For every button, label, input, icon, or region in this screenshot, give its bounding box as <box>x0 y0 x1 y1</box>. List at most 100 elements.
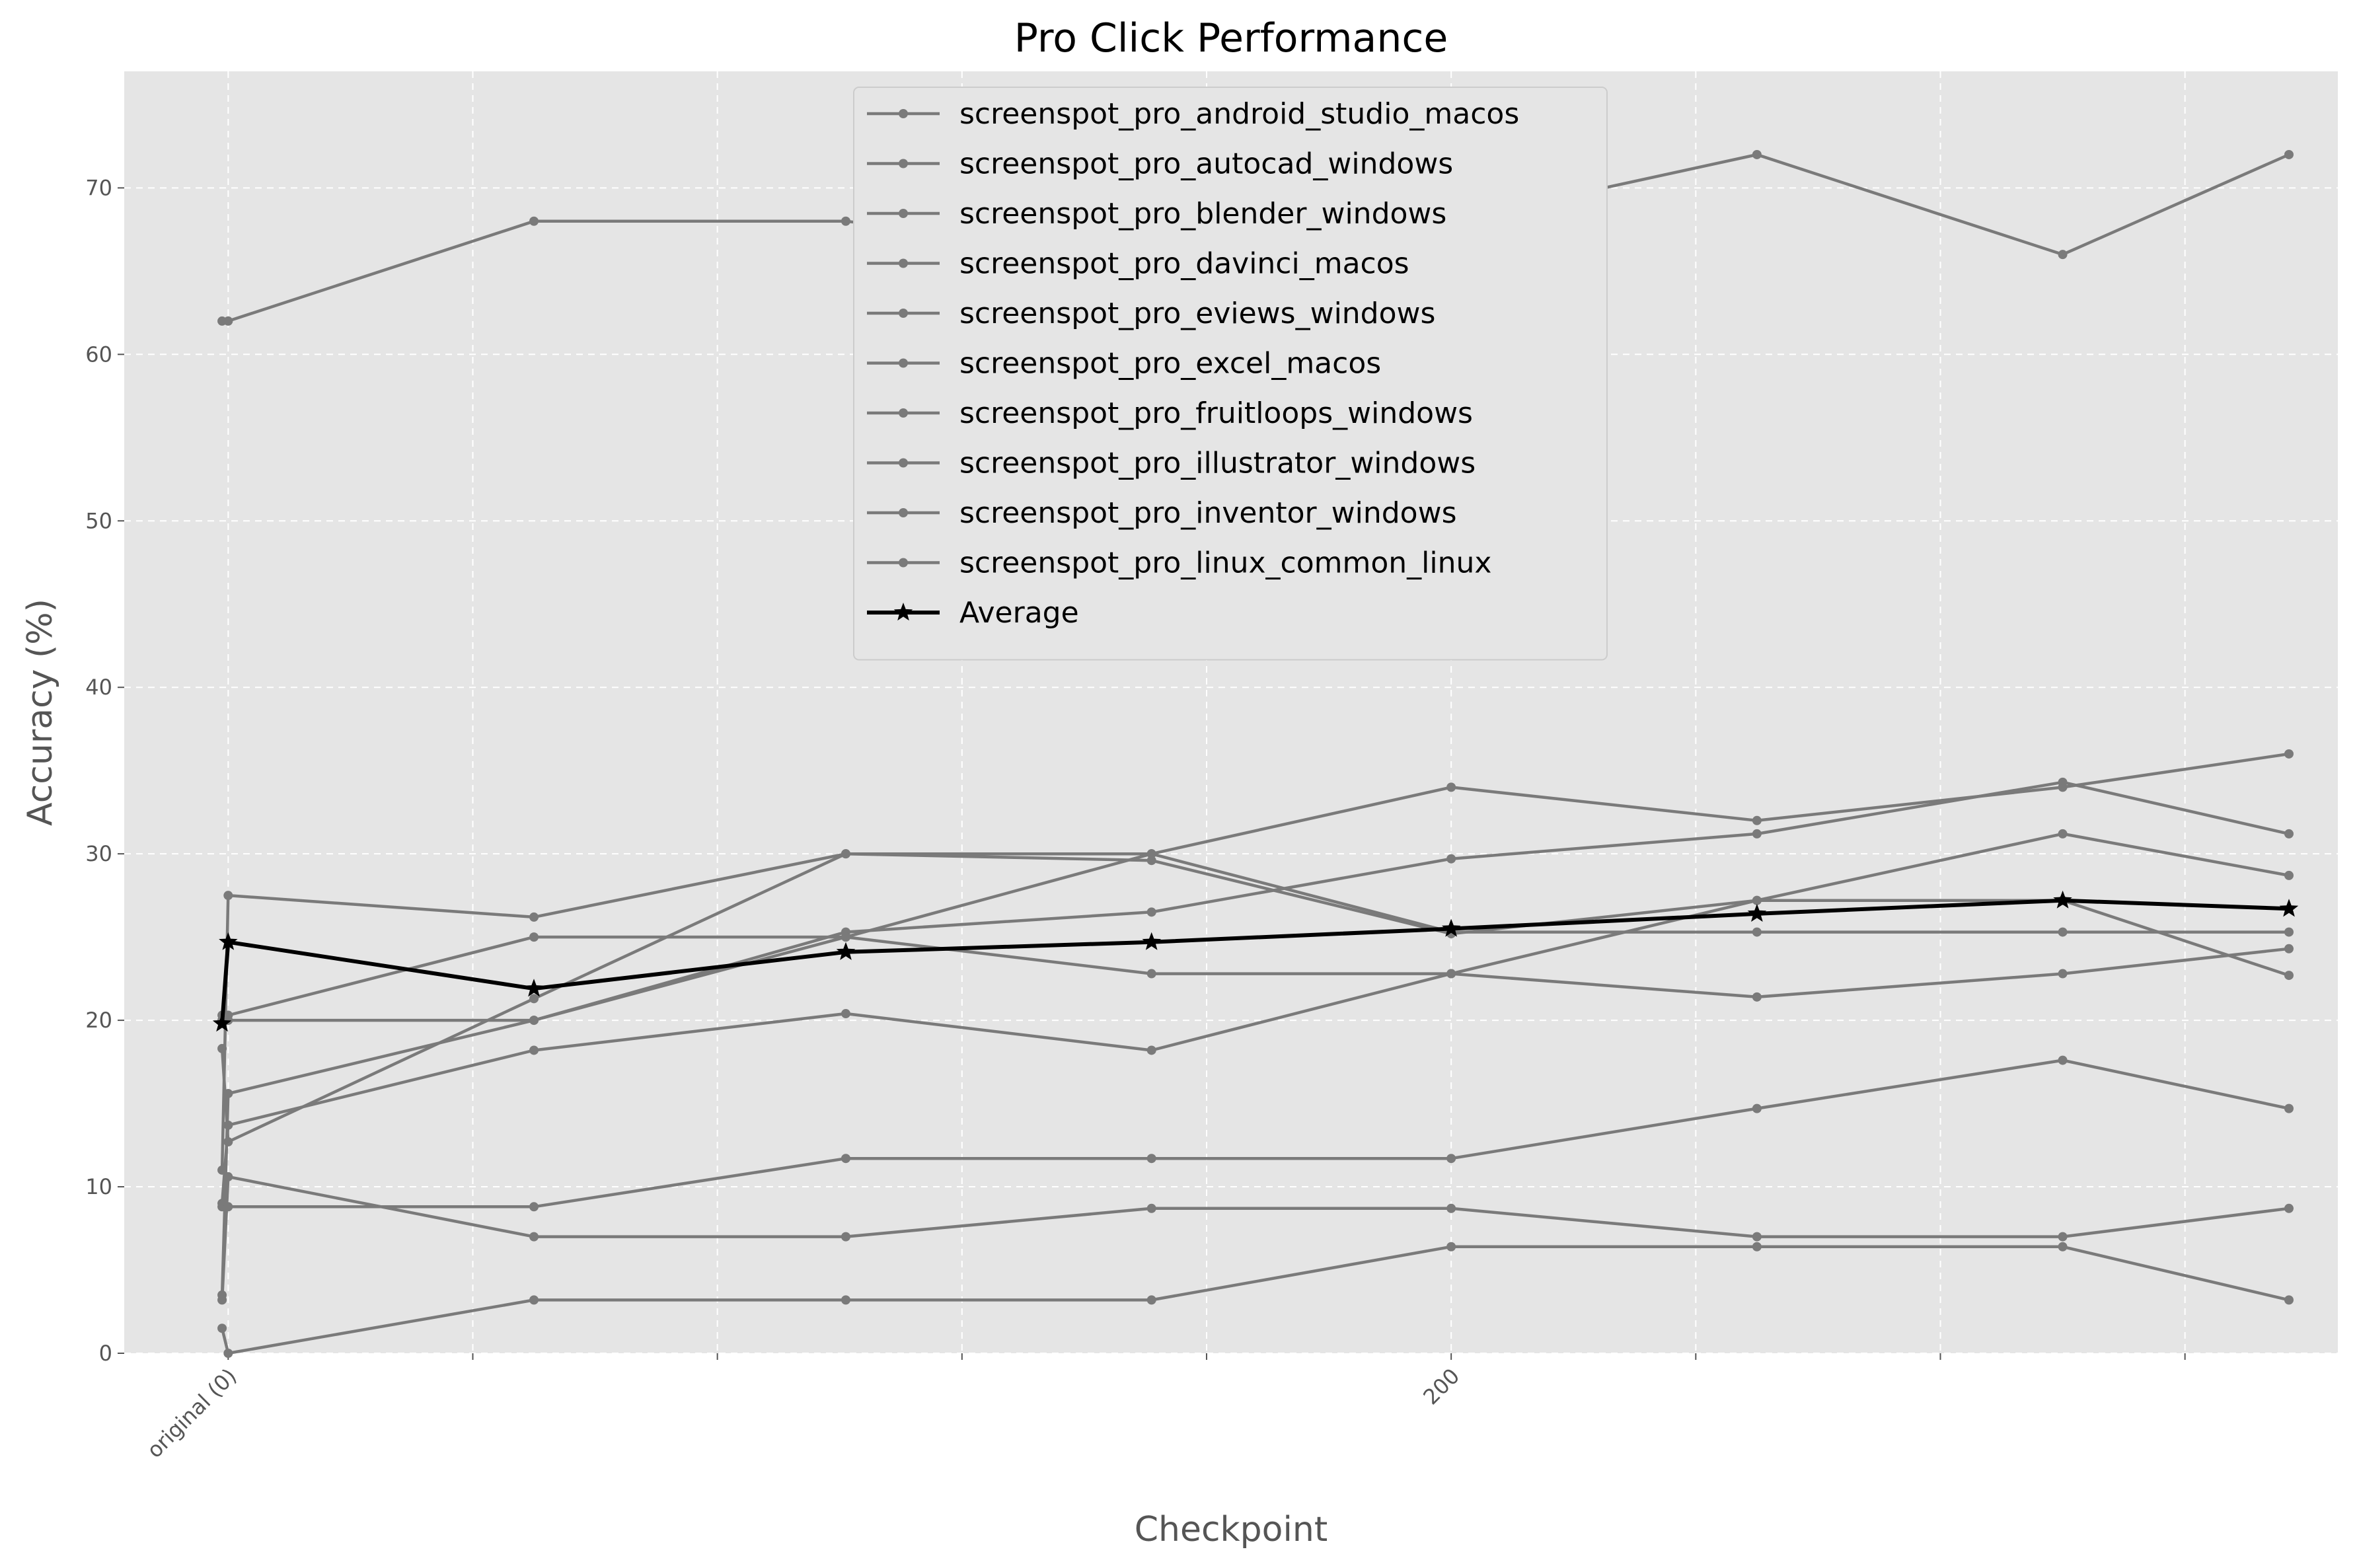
legend-item: screenspot_pro_fruitloops_windows <box>867 396 1473 430</box>
legend-marker <box>899 358 908 368</box>
data-point <box>529 216 539 226</box>
series-average <box>212 890 2299 1032</box>
data-point <box>2058 829 2068 839</box>
data-point <box>1752 1232 1762 1242</box>
data-point <box>1446 1154 1456 1164</box>
legend-item: screenspot_pro_excel_macos <box>867 347 1381 381</box>
data-point <box>2284 927 2294 937</box>
legend-marker <box>899 458 908 468</box>
data-point <box>1446 969 1456 979</box>
data-point <box>2284 749 2294 759</box>
data-point <box>1146 907 1156 917</box>
data-point <box>223 1172 233 1181</box>
data-point <box>529 1295 539 1305</box>
data-point <box>841 849 850 859</box>
data-point <box>1146 1154 1156 1164</box>
legend-marker <box>899 408 908 418</box>
legend-item: screenspot_pro_illustrator_windows <box>867 447 1476 480</box>
average-point <box>1142 932 1161 950</box>
legend-marker <box>899 508 908 517</box>
y-tick-label: 0 <box>99 1341 112 1366</box>
data-point <box>217 1324 227 1333</box>
legend-label: screenspot_pro_linux_common_linux <box>959 546 1491 580</box>
series-line <box>217 849 2294 1175</box>
x-tick-label: 200 <box>1418 1363 1464 1409</box>
data-point <box>223 1010 233 1020</box>
y-tick-label: 60 <box>85 342 112 367</box>
data-point <box>1146 849 1156 859</box>
data-point <box>2058 782 2068 792</box>
data-point <box>1752 895 1762 905</box>
data-point <box>1752 1242 1762 1251</box>
y-tick-label: 50 <box>85 508 112 533</box>
legend-label: screenspot_pro_eviews_windows <box>959 297 1435 330</box>
data-point <box>1752 149 1762 159</box>
data-point <box>2284 971 2294 981</box>
legend-item: screenspot_pro_android_studio_macos <box>867 97 1519 131</box>
legend-label: screenspot_pro_blender_windows <box>959 197 1446 231</box>
data-point <box>2284 1295 2294 1305</box>
data-point <box>1146 969 1156 979</box>
data-point <box>841 216 850 226</box>
data-point <box>2284 829 2294 839</box>
legend-marker <box>899 109 908 118</box>
average-point <box>212 1014 232 1032</box>
data-point <box>2058 1232 2068 1242</box>
average-point <box>836 942 856 960</box>
data-point <box>1752 829 1762 839</box>
average-point <box>524 979 544 997</box>
legend-item: screenspot_pro_blender_windows <box>867 197 1446 231</box>
y-tick-label: 30 <box>85 841 112 866</box>
legend-label: screenspot_pro_fruitloops_windows <box>959 396 1473 430</box>
y-tick-label: 10 <box>85 1174 112 1199</box>
data-point <box>2284 149 2294 159</box>
x-tick-label: original (0) <box>142 1363 242 1463</box>
data-point <box>529 912 539 922</box>
series-line <box>217 1242 2294 1358</box>
legend-marker <box>899 258 908 268</box>
legend-label: screenspot_pro_inventor_windows <box>959 496 1457 530</box>
series-line <box>217 1055 2294 1212</box>
legend-label: screenspot_pro_autocad_windows <box>959 147 1453 181</box>
legend-item: screenspot_pro_eviews_windows <box>867 297 1435 330</box>
data-point <box>223 316 233 326</box>
legend-box <box>853 87 1608 661</box>
data-point <box>841 1154 850 1164</box>
legend-marker <box>899 209 908 218</box>
data-point <box>1752 992 1762 1002</box>
y-axis-label: Accuracy (%) <box>20 599 60 826</box>
legend-label: screenspot_pro_davinci_macos <box>959 247 1409 281</box>
average-point <box>2053 890 2072 909</box>
y-tick-label: 70 <box>85 175 112 200</box>
series-line <box>217 932 2294 1020</box>
data-point <box>2058 927 2068 937</box>
data-point <box>1146 856 1156 866</box>
data-point <box>529 1016 539 1026</box>
data-point <box>1446 1242 1456 1251</box>
legend-label: screenspot_pro_android_studio_macos <box>959 97 1519 131</box>
legend-item: Average <box>867 596 1079 630</box>
legend-label: Average <box>959 596 1079 630</box>
data-point <box>841 1232 850 1242</box>
data-point <box>1446 782 1456 792</box>
data-point <box>1752 927 1762 937</box>
data-point <box>2284 870 2294 880</box>
data-point <box>2058 1055 2068 1065</box>
data-point <box>2284 1203 2294 1213</box>
data-point <box>1752 815 1762 825</box>
data-point <box>1146 1203 1156 1213</box>
data-point <box>529 994 539 1004</box>
legend-marker <box>899 309 908 318</box>
legend-label: screenspot_pro_excel_macos <box>959 347 1381 381</box>
data-point <box>529 1045 539 1055</box>
data-point <box>2284 944 2294 953</box>
legend-item: screenspot_pro_autocad_windows <box>867 147 1453 181</box>
data-point <box>217 1295 227 1305</box>
y-tick-label: 40 <box>85 675 112 700</box>
average-point <box>219 932 238 950</box>
data-point <box>1446 1203 1456 1213</box>
data-point <box>2284 1103 2294 1113</box>
legend-marker <box>899 558 908 568</box>
data-point <box>841 932 850 942</box>
average-point <box>1747 903 1767 922</box>
